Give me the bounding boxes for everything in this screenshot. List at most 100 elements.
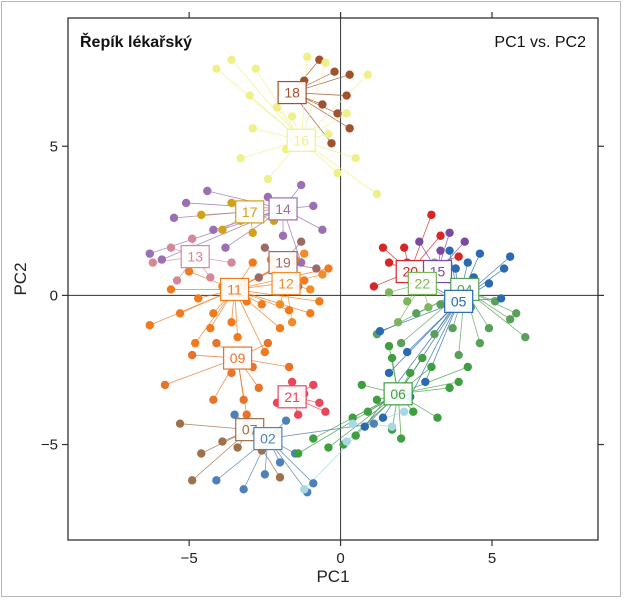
group-label-text: 21 [284, 389, 300, 405]
group-label-text: 13 [187, 249, 203, 265]
axis-ticks: −5 0 5−505 [41, 12, 604, 567]
data-point [293, 410, 303, 419]
chart-title: Řepík lékařský [80, 32, 192, 51]
group-label-text: 05 [451, 293, 467, 309]
group-label-16: 16 [286, 128, 316, 152]
data-point [369, 419, 379, 428]
data-point [445, 383, 454, 393]
data-point [197, 210, 206, 220]
data-point [436, 300, 445, 309]
data-point [275, 473, 285, 482]
x-axis-title: PC1 [316, 567, 349, 586]
data-point [187, 350, 197, 360]
group-label-text: 16 [293, 132, 309, 148]
data-point [254, 273, 263, 282]
group-label-09: 09 [223, 346, 253, 370]
data-point [145, 249, 154, 258]
x-tick-label: 0 [336, 550, 344, 567]
data-point [484, 279, 494, 288]
group-label-text: 06 [390, 386, 406, 402]
group-label-box [286, 128, 316, 152]
data-point [233, 443, 242, 452]
group-label-text: 02 [260, 431, 276, 447]
group-label-text: 12 [278, 275, 294, 291]
data-point [399, 243, 409, 252]
data-point [505, 252, 515, 261]
data-point [384, 368, 394, 378]
data-point [260, 470, 270, 479]
data-point [412, 309, 421, 318]
group-label-text: 18 [284, 85, 300, 101]
data-point [257, 300, 267, 309]
data-point [227, 258, 236, 267]
data-point [384, 341, 394, 351]
data-point [363, 70, 373, 79]
data-point [454, 350, 463, 360]
data-point [312, 264, 321, 273]
data-point [157, 255, 167, 264]
centroid-ray [364, 301, 460, 427]
data-point [278, 231, 288, 240]
data-point [436, 246, 445, 255]
data-point [351, 431, 360, 440]
group-label-text: 11 [227, 281, 242, 297]
data-point [348, 413, 357, 422]
data-point [333, 109, 342, 118]
data-point [424, 303, 433, 312]
data-point [363, 407, 373, 416]
centroid-ray [409, 301, 460, 398]
data-point [212, 476, 221, 485]
group-label-19: 19 [268, 250, 298, 275]
group-label-12: 12 [271, 271, 301, 296]
data-point [418, 353, 427, 363]
data-point [360, 422, 369, 431]
data-point [166, 243, 176, 252]
data-point [260, 347, 270, 357]
data-point [406, 368, 415, 378]
y-tick-label: 0 [50, 287, 58, 304]
group-label-box [219, 277, 250, 302]
y-tick-label: 5 [50, 138, 58, 155]
data-point [263, 338, 273, 348]
group-label-11: 11 [219, 277, 250, 302]
data-point [254, 383, 263, 393]
data-point [445, 228, 454, 237]
data-point [463, 258, 472, 267]
data-point [248, 124, 257, 133]
data-point [309, 479, 318, 488]
data-point [384, 288, 394, 297]
data-point [300, 485, 309, 494]
y-axis-title: PC2 [11, 262, 30, 295]
data-point [248, 258, 257, 267]
data-point [333, 168, 342, 178]
data-point [297, 180, 306, 190]
data-point [148, 258, 157, 267]
data-point [403, 297, 412, 306]
data-point [384, 258, 394, 267]
data-point [239, 395, 248, 405]
group-label-text: 22 [415, 275, 431, 291]
group-label-box [407, 271, 437, 296]
data-point [300, 276, 309, 285]
data-point [218, 225, 227, 234]
centroid-ray [231, 59, 302, 141]
reference-lines [68, 18, 598, 540]
data-point [197, 449, 206, 458]
data-point [306, 309, 315, 318]
data-point [281, 416, 291, 425]
data-point [275, 300, 285, 309]
data-point [303, 52, 312, 61]
data-point [227, 198, 236, 208]
group-label-14: 14 [268, 197, 298, 221]
group-label-13: 13 [180, 245, 210, 269]
data-point [293, 449, 303, 458]
group-label-box [277, 385, 307, 409]
group-label-text: 19 [275, 255, 291, 271]
plot-area [67, 17, 599, 541]
group-label-02: 02 [253, 426, 283, 451]
data-point [427, 362, 436, 372]
data-point [324, 443, 333, 452]
